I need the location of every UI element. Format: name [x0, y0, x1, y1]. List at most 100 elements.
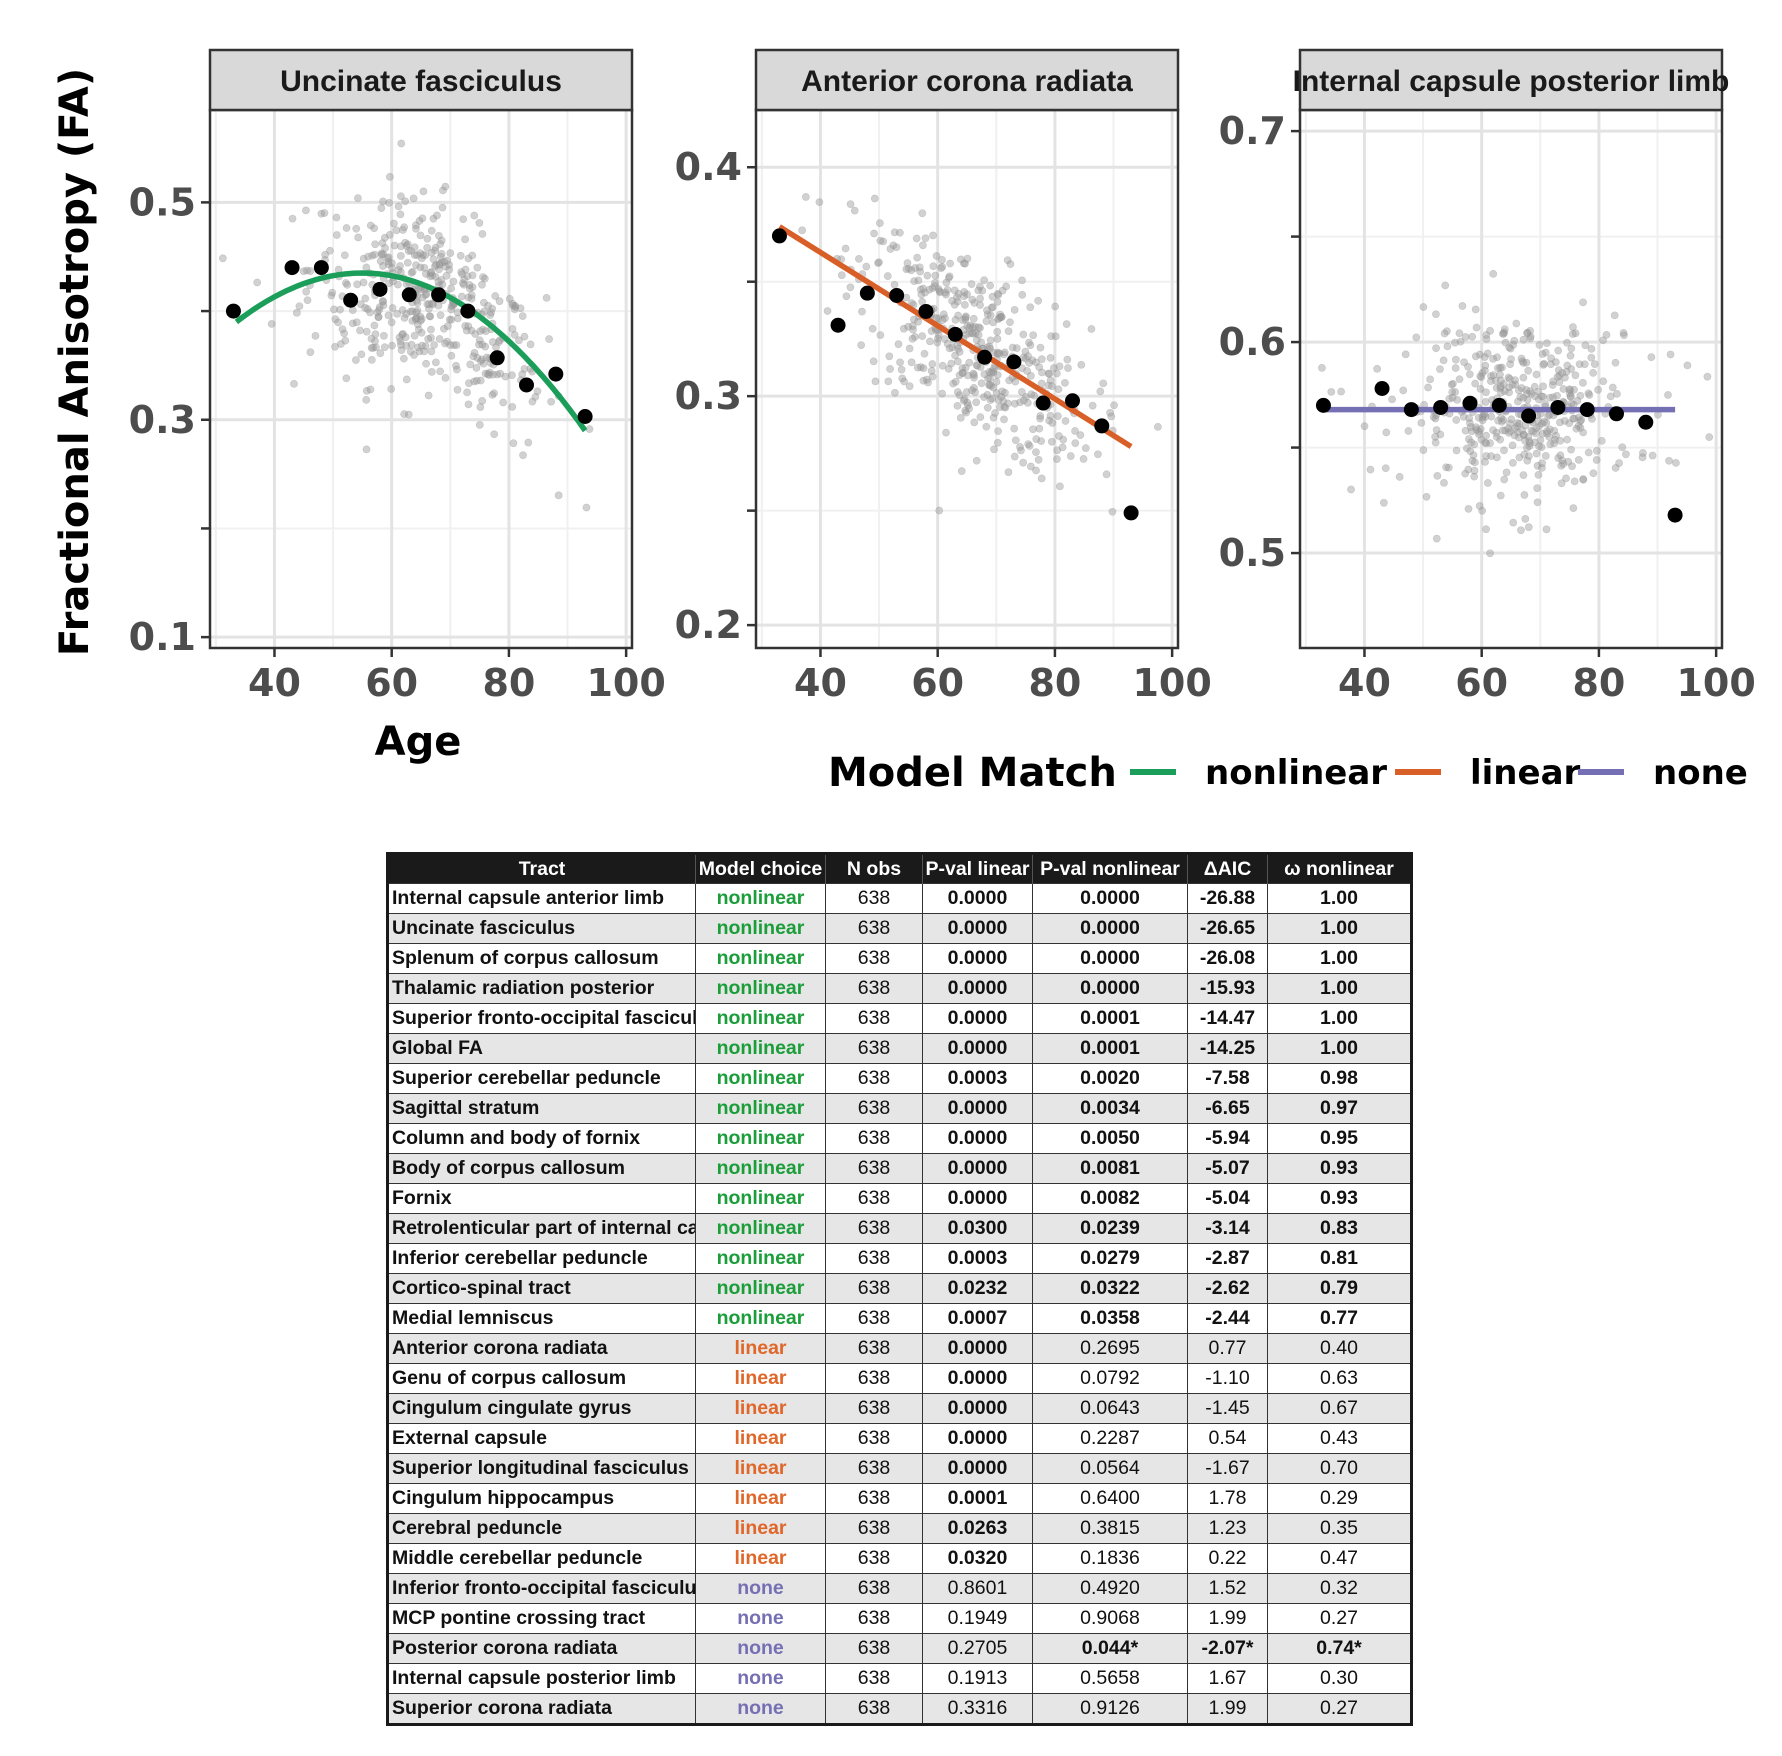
- observation-point: [897, 365, 906, 374]
- cell-omega-nonlinear: 1.00: [1267, 1003, 1412, 1034]
- cell-omega-nonlinear: 0.32: [1267, 1573, 1412, 1604]
- observation-point: [341, 336, 350, 345]
- observation-point: [485, 368, 494, 377]
- observation-point: [445, 265, 454, 274]
- observation-point: [1505, 388, 1513, 397]
- observation-point: [425, 304, 433, 313]
- observation-point: [1579, 298, 1587, 307]
- observation-point: [960, 395, 969, 404]
- observation-point: [422, 290, 431, 298]
- cell-omega-nonlinear: 0.79: [1267, 1273, 1412, 1304]
- observation-point: [396, 210, 405, 219]
- observation-point: [963, 254, 972, 263]
- table-row: Cingulum cingulate gyrus linear 638 0.0000 0…: [387, 1393, 1412, 1424]
- table-row: Inferior fronto-occipital fasciculus none…: [387, 1573, 1412, 1604]
- observation-point: [336, 305, 344, 314]
- observation-point: [879, 237, 888, 246]
- binned-mean-point: [343, 292, 359, 308]
- observation-point: [907, 266, 916, 275]
- observation-point: [993, 289, 1002, 298]
- observation-point: [1439, 356, 1448, 365]
- observation-point: [911, 264, 920, 272]
- observation-point: [418, 214, 427, 223]
- observation-point: [487, 308, 495, 317]
- observation-point: [1538, 463, 1546, 472]
- observation-point: [371, 330, 380, 339]
- observation-point: [1550, 426, 1559, 435]
- observation-point: [1538, 429, 1547, 438]
- observation-point: [431, 272, 440, 281]
- observation-point: [1560, 416, 1569, 425]
- observation-point: [1360, 422, 1369, 431]
- observation-point: [1521, 514, 1530, 523]
- table-body: Internal capsule anterior limb nonlinear 6…: [387, 883, 1412, 1725]
- observation-point: [960, 288, 969, 296]
- observation-point: [1482, 388, 1490, 397]
- binned-mean-point: [1462, 395, 1478, 411]
- observation-point: [1501, 338, 1510, 347]
- observation-point: [1003, 256, 1012, 265]
- observation-point: [476, 403, 485, 411]
- observation-point: [969, 369, 978, 378]
- observation-point: [1027, 390, 1036, 398]
- observation-point: [1504, 373, 1513, 382]
- observation-point: [964, 401, 972, 410]
- cell-pval-linear: 0.0263: [922, 1513, 1033, 1544]
- individual-observations: [218, 139, 594, 512]
- observation-point: [1025, 359, 1034, 367]
- observation-point: [1521, 436, 1529, 445]
- observation-point: [993, 334, 1002, 343]
- observation-point: [368, 251, 377, 260]
- cell-tract: Middle cerebellar peduncle: [387, 1543, 696, 1574]
- cell-delta-aic: -1.67: [1187, 1453, 1268, 1484]
- binned-mean-point: [489, 350, 505, 366]
- observation-point: [919, 284, 928, 293]
- observation-point: [415, 217, 424, 225]
- observation-point: [968, 329, 977, 338]
- table-row: Superior fronto-occipital fasciculus nonl…: [387, 1003, 1412, 1034]
- cell-pval-linear: 0.0000: [922, 1123, 1033, 1154]
- observation-point: [1533, 484, 1542, 493]
- observation-point: [960, 292, 968, 301]
- observation-point: [1501, 426, 1510, 435]
- cell-model-choice: none: [695, 1573, 826, 1604]
- observation-point: [1492, 428, 1501, 437]
- cell-n-obs: 638: [825, 1513, 923, 1544]
- observation-point: [998, 286, 1007, 295]
- cell-pval-linear: 0.0000: [922, 1153, 1033, 1184]
- observation-point: [1481, 398, 1490, 406]
- observation-point: [340, 251, 349, 260]
- observation-point: [911, 332, 919, 341]
- observation-point: [1461, 426, 1470, 435]
- observation-point: [951, 377, 960, 386]
- cell-model-choice: nonlinear: [695, 1213, 826, 1244]
- observation-point: [380, 331, 388, 340]
- observation-point: [397, 192, 405, 201]
- strip-background: [208, 48, 634, 112]
- cell-tract: Cingulum cingulate gyrus: [387, 1393, 696, 1424]
- observation-point: [473, 263, 482, 272]
- observation-point: [1071, 427, 1079, 435]
- observation-point: [464, 254, 473, 263]
- observation-point: [1557, 461, 1566, 470]
- observation-point: [336, 340, 345, 348]
- observation-point: [1452, 416, 1461, 424]
- observation-point: [435, 265, 443, 274]
- observation-point: [416, 249, 425, 257]
- observation-point: [367, 355, 376, 364]
- observation-point: [295, 302, 304, 311]
- observation-point: [1465, 414, 1474, 423]
- observation-point: [1552, 431, 1560, 440]
- binned-mean-point: [1579, 402, 1595, 418]
- observation-point: [1542, 419, 1551, 427]
- observation-point: [302, 206, 310, 215]
- observation-point: [447, 315, 456, 324]
- observation-point: [1077, 360, 1086, 369]
- strip-background: [754, 48, 1180, 112]
- observation-point: [952, 293, 961, 302]
- legend-label-nonlinear: nonlinear: [1205, 753, 1387, 793]
- observation-point: [467, 326, 476, 335]
- panel-background: [1300, 110, 1722, 648]
- observation-point: [352, 318, 361, 327]
- observation-point: [401, 197, 410, 206]
